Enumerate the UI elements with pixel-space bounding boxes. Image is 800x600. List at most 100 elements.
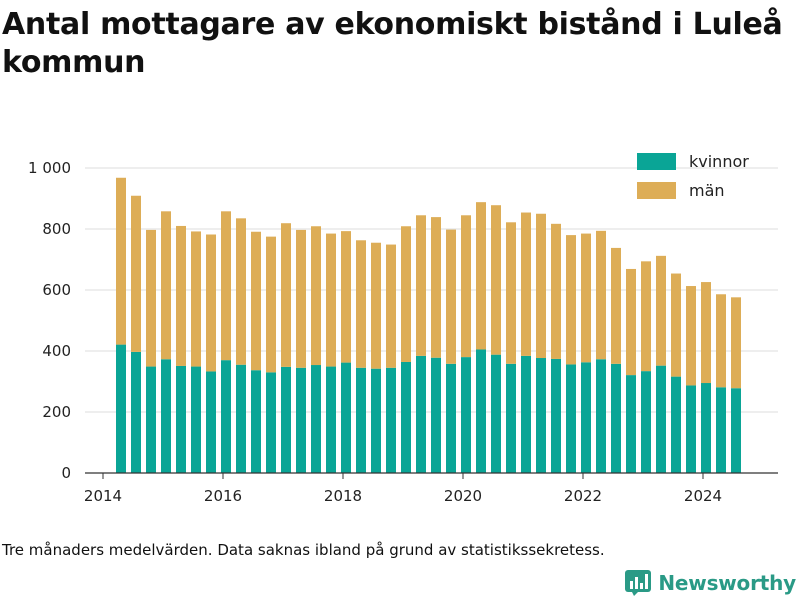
- bar-segment-kvinnor: [611, 363, 621, 473]
- bar-segment-man: [116, 177, 126, 345]
- y-tick-label: 600: [42, 281, 71, 299]
- bar-segment-kvinnor: [161, 359, 171, 473]
- bar-segment-man: [221, 211, 231, 361]
- brand-logo: Newsworthy: [624, 567, 796, 599]
- bar-segment-kvinnor: [701, 383, 711, 473]
- legend-label: män: [689, 181, 725, 200]
- bar-segment-man: [161, 211, 171, 360]
- bar-segment-kvinnor: [581, 362, 591, 473]
- bar-segment-kvinnor: [206, 371, 216, 473]
- bar-segment-man: [371, 242, 381, 369]
- bar-segment-man: [311, 226, 321, 366]
- bar-segment-man: [506, 222, 516, 364]
- bar-segment-kvinnor: [116, 344, 126, 473]
- bar-segment-kvinnor: [221, 360, 231, 473]
- bar-segment-kvinnor: [371, 368, 381, 473]
- bar-segment-man: [356, 240, 366, 368]
- y-tick-label: 200: [42, 403, 71, 421]
- bar-segment-man: [626, 268, 636, 376]
- bar-segment-man: [266, 236, 276, 373]
- bar-segment-kvinnor: [236, 364, 246, 473]
- y-tick-label: 0: [61, 464, 71, 482]
- bar-segment-man: [686, 286, 696, 386]
- bar-segment-kvinnor: [566, 364, 576, 473]
- bar-segment-kvinnor: [671, 376, 681, 473]
- bar-segment-kvinnor: [506, 363, 516, 473]
- bar-segment-kvinnor: [281, 366, 291, 473]
- bar-segment-man: [641, 261, 651, 372]
- x-tick-label: 2024: [684, 487, 722, 505]
- bar-segment-kvinnor: [296, 367, 306, 473]
- bar-segment-man: [251, 231, 261, 371]
- bar-segment-man: [341, 231, 351, 363]
- footnote: Tre månaders medelvärden. Data saknas ib…: [2, 541, 605, 559]
- bar-segment-kvinnor: [476, 349, 486, 473]
- bar-segment-kvinnor: [536, 358, 546, 473]
- bar-segment-kvinnor: [401, 361, 411, 473]
- legend-swatch: [637, 182, 676, 199]
- bar-segment-man: [491, 205, 501, 355]
- bar-segment-man: [326, 233, 336, 367]
- bar-segment-kvinnor: [731, 388, 741, 473]
- bar-segment-man: [416, 215, 426, 356]
- bar-segment-kvinnor: [716, 387, 726, 473]
- bar-segment-man: [701, 282, 711, 384]
- bar-segment-man: [296, 229, 306, 368]
- bar-segment-man: [656, 255, 666, 366]
- bar-segment-man: [131, 195, 141, 352]
- bar-segment-kvinnor: [131, 351, 141, 473]
- bar-segment-man: [206, 234, 216, 372]
- bar-segment-man: [236, 218, 246, 365]
- bar-segment-man: [386, 244, 396, 368]
- bar-segment-kvinnor: [356, 367, 366, 473]
- bar-segment-kvinnor: [656, 365, 666, 473]
- bars: [116, 177, 741, 473]
- bar-segment-kvinnor: [266, 372, 276, 473]
- x-tick-label: 2018: [324, 487, 362, 505]
- bar-segment-kvinnor: [596, 359, 606, 473]
- bar-segment-man: [596, 230, 606, 360]
- x-tick-label: 2020: [444, 487, 482, 505]
- legend-label: kvinnor: [689, 152, 749, 171]
- bar-segment-man: [551, 223, 561, 359]
- axes: 0 200 400 600 800 1 000 2014 2016 2018 2020 2022 20…: [28, 159, 778, 505]
- bar-segment-man: [521, 212, 531, 356]
- bar-segment-kvinnor: [341, 362, 351, 473]
- bar-segment-man: [581, 233, 591, 363]
- x-tick-label: 2022: [564, 487, 602, 505]
- bar-segment-kvinnor: [446, 363, 456, 473]
- bar-segment-kvinnor: [641, 371, 651, 473]
- bar-segment-kvinnor: [491, 354, 501, 473]
- bar-segment-man: [461, 215, 471, 358]
- bar-segment-kvinnor: [146, 366, 156, 473]
- legend: kvinnor män: [637, 152, 749, 200]
- legend-swatch: [637, 153, 676, 170]
- bar-segment-kvinnor: [176, 365, 186, 473]
- stacked-bar-chart: 0 200 400 600 800 1 000 2014 2016 2018 2020 2022 20…: [28, 152, 778, 505]
- bar-segment-man: [671, 273, 681, 377]
- bar-segment-man: [611, 247, 621, 364]
- bar-segment-man: [476, 202, 486, 350]
- x-tick-label: 2014: [84, 487, 122, 505]
- brand-name: Newsworthy: [658, 571, 796, 595]
- x-tick-label: 2016: [204, 487, 242, 505]
- page-title: Antal mottagare av ekonomiskt bistånd i …: [2, 7, 783, 80]
- bar-segment-man: [281, 223, 291, 367]
- bar-segment-man: [401, 226, 411, 362]
- y-tick-label: 800: [42, 220, 71, 238]
- bar-segment-man: [716, 294, 726, 388]
- bar-segment-kvinnor: [626, 375, 636, 473]
- bar-segment-kvinnor: [416, 355, 426, 473]
- bar-segment-kvinnor: [191, 366, 201, 473]
- bar-segment-man: [431, 217, 441, 358]
- bar-segment-man: [191, 231, 201, 367]
- bar-segment-kvinnor: [461, 357, 471, 473]
- newsworthy-logo-icon: [625, 570, 652, 596]
- bar-segment-kvinnor: [521, 355, 531, 473]
- bar-segment-kvinnor: [551, 358, 561, 473]
- y-tick-label: 400: [42, 342, 71, 360]
- bar-segment-man: [176, 225, 186, 366]
- bar-segment-man: [536, 213, 546, 359]
- bar-segment-kvinnor: [326, 366, 336, 473]
- bar-segment-kvinnor: [686, 385, 696, 473]
